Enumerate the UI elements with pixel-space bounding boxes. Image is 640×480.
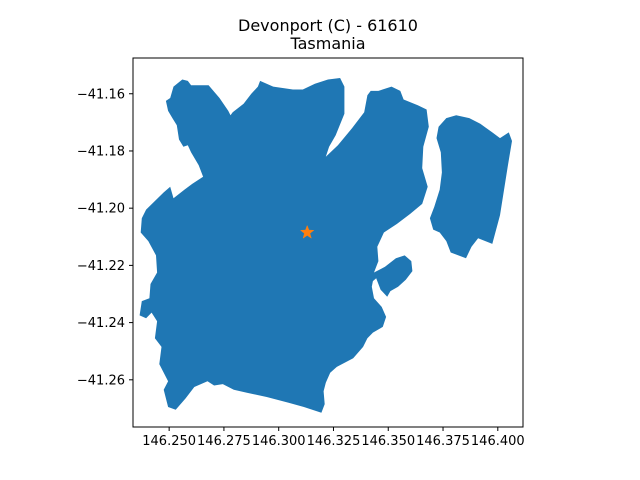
region-layer	[139, 78, 512, 413]
x-tick-label: 146.300	[252, 434, 306, 449]
y-tick-label: −41.26	[77, 373, 125, 388]
x-tick-label: 146.350	[361, 434, 415, 449]
x-tick-label: 146.400	[471, 434, 525, 449]
y-tick-label: −41.16	[77, 87, 125, 102]
marker-layer	[299, 224, 315, 239]
plot-frame	[132, 57, 524, 428]
region-main	[139, 78, 429, 413]
x-tick-label: 146.250	[142, 434, 196, 449]
location-star-marker	[299, 224, 315, 239]
y-tick-label: −41.18	[77, 144, 125, 159]
y-tick-label: −41.20	[77, 202, 125, 217]
chart-title: Devonport (C) - 61610	[238, 16, 418, 35]
x-tick-label: 146.275	[197, 434, 251, 449]
y-tick-label: −41.22	[77, 259, 125, 274]
x-tick-label: 146.325	[307, 434, 361, 449]
x-axis: 146.250 146.275 146.300 146.325 146.350 146.3…	[142, 427, 525, 449]
chart-subtitle: Tasmania	[289, 34, 365, 53]
region-east	[429, 115, 512, 259]
y-axis: −41.16 −41.18 −41.20 −41.22 −41.24 −41.26	[77, 87, 133, 388]
y-tick-label: −41.24	[77, 316, 125, 331]
x-tick-label: 146.375	[416, 434, 470, 449]
